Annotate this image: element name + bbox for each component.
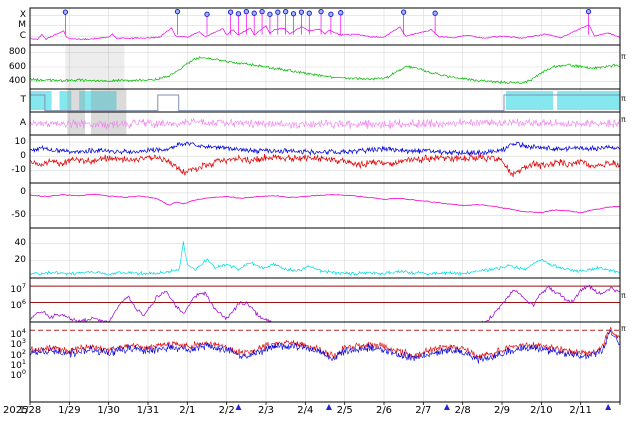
- flare-event-marker: [283, 8, 289, 15]
- flare-event-marker: [251, 10, 257, 16]
- flare-event-marker: [275, 9, 281, 15]
- under-axis-event-mark: [443, 404, 450, 410]
- year-label: 2025: [3, 405, 29, 416]
- under-axis-event-mark: [605, 404, 612, 410]
- under-axis-event-mark: [235, 404, 242, 410]
- panel-a-index: [30, 112, 620, 135]
- panel-proton: [30, 322, 620, 402]
- panel-xray: [30, 8, 620, 45]
- flare-event-marker: [318, 8, 324, 15]
- flare-event-marker: [306, 10, 312, 16]
- flare-event-marker: [243, 8, 249, 15]
- flare-event-marker: [585, 8, 592, 15]
- flare-event-marker: [290, 11, 297, 17]
- flare-event-marker: [227, 9, 234, 15]
- flare-event-marker: [298, 9, 305, 15]
- flare-event-marker: [328, 11, 334, 17]
- flare-event-marker: [62, 9, 69, 15]
- flare-event-marker: [174, 8, 181, 15]
- panel-t-flag: [30, 89, 620, 112]
- panel-dst: [30, 183, 620, 228]
- flare-event-marker: [401, 9, 407, 15]
- panel-electron: [30, 278, 620, 322]
- panel-imf: [30, 135, 620, 183]
- flare-event-marker: [432, 10, 438, 16]
- flare-event-marker: [338, 10, 344, 16]
- panel-density: [30, 228, 620, 278]
- panel-speed: [30, 45, 620, 89]
- flare-event-marker: [204, 11, 210, 17]
- under-axis-event-mark: [325, 404, 332, 410]
- flare-event-marker: [235, 11, 242, 17]
- flare-event-marker: [267, 11, 273, 17]
- flare-event-marker: [259, 8, 265, 15]
